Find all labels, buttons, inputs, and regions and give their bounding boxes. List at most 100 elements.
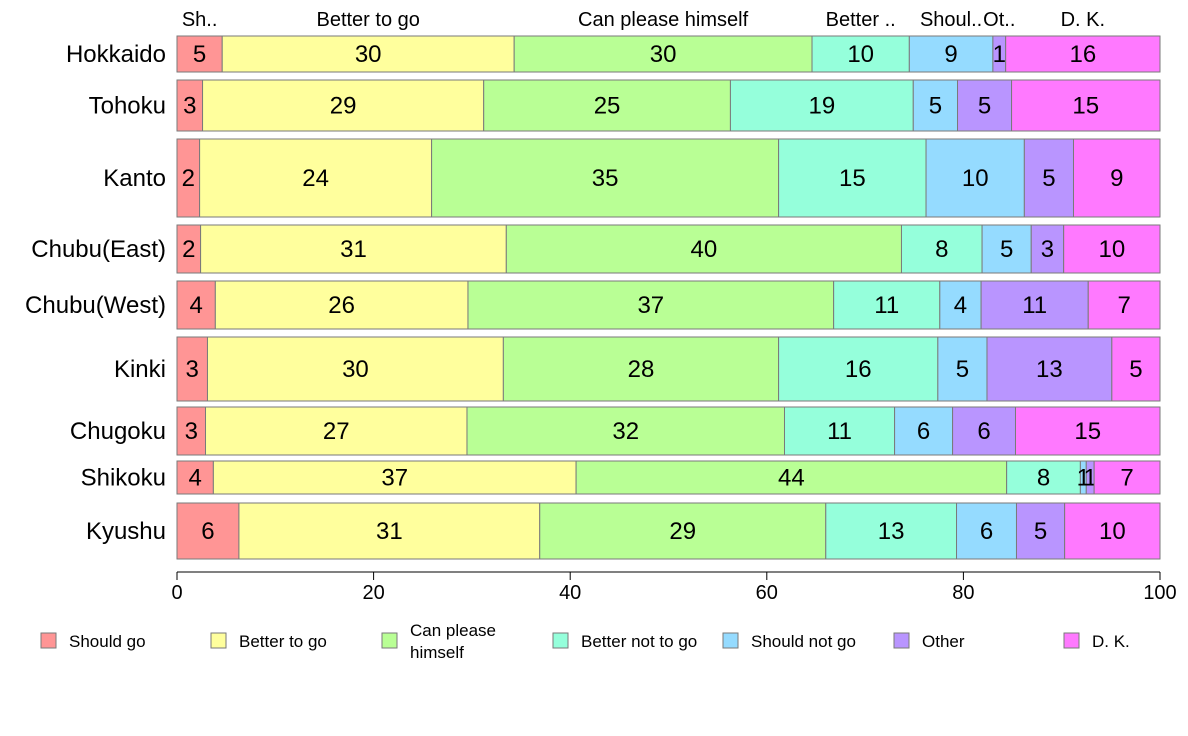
data-label-chubu-west-better-to-go: 26 xyxy=(328,292,355,319)
data-label-hokkaido-can-please-himself: 30 xyxy=(650,41,677,68)
bar-segment-kyushu-can-please-himself xyxy=(539,502,827,560)
row-label-chugoku: Chugoku xyxy=(70,418,166,445)
row-label-kinki: Kinki xyxy=(114,356,166,383)
bar-segment-kanto-d-k xyxy=(1072,138,1161,218)
bar-segment-shikoku-better-not-to-go xyxy=(1006,460,1081,495)
bar-segment-tohoku-other xyxy=(957,79,1013,132)
row-label-hokkaido: Hokkaido xyxy=(66,41,166,68)
row-label-kanto: Kanto xyxy=(103,165,166,192)
data-label-chubu-west-d-k: 7 xyxy=(1117,292,1130,319)
bar-segment-tohoku-better-not-to-go xyxy=(729,79,914,132)
column-labels-group: Sh.. Better to go Can please himself Better… xyxy=(182,9,1105,31)
data-label-kyushu-d-k: 10 xyxy=(1099,518,1126,545)
legend-label-can-please-himself-line-1: Can please xyxy=(410,621,496,640)
data-label-kanto-d-k: 9 xyxy=(1110,165,1123,192)
row-label-chubu-east: Chubu(East) xyxy=(31,236,166,263)
data-label-chubu-east-d-k: 10 xyxy=(1098,236,1125,263)
data-label-chubu-west-should-go: 4 xyxy=(189,292,202,319)
data-label-tohoku-should-not-go: 5 xyxy=(929,93,942,120)
data-label-kinki-better-not-to-go: 16 xyxy=(845,356,872,383)
data-label-chubu-east-other: 3 xyxy=(1041,236,1054,263)
x-tick-label-0: 0 xyxy=(171,582,182,604)
data-label-chugoku-better-to-go: 27 xyxy=(323,418,350,445)
bars-group: 5 30 30 10 9 1 163 29 25 19 5 5 152 24 35 15 10 5 92 31 40 8 5… xyxy=(176,35,1161,560)
bar-segment-shikoku-better-to-go xyxy=(212,460,577,495)
data-label-tohoku-should-go: 3 xyxy=(183,93,196,120)
column-label-better-not-to-go: Better .. xyxy=(826,9,896,31)
legend-swatch-other xyxy=(893,632,910,649)
bar-segment-hokkaido-can-please-himself xyxy=(513,35,813,73)
legend-label-better-not-to-go: Better not to go xyxy=(581,632,697,651)
bar-segment-kanto-should-not-go xyxy=(925,138,1025,218)
data-label-kanto-other: 5 xyxy=(1042,165,1055,192)
column-label-should-not-go: Shoul.. xyxy=(920,9,982,31)
x-tick-label-100: 100 xyxy=(1143,582,1176,604)
data-label-kyushu-should-not-go: 6 xyxy=(980,518,993,545)
legend-label-other: Other xyxy=(922,632,965,651)
data-label-chubu-west-can-please-himself: 37 xyxy=(637,292,664,319)
data-label-chugoku-d-k: 15 xyxy=(1074,418,1101,445)
data-label-shikoku-should-go: 4 xyxy=(189,465,202,492)
bar-segment-chubu-west-should-not-go xyxy=(939,280,982,330)
bar-segment-chubu-west-better-to-go xyxy=(214,280,469,330)
data-label-kinki-can-please-himself: 28 xyxy=(628,356,655,383)
bar-segment-kyushu-better-to-go xyxy=(238,502,541,560)
bar-segment-hokkaido-should-not-go xyxy=(908,35,994,73)
data-label-chubu-west-should-not-go: 4 xyxy=(954,292,967,319)
data-label-hokkaido-should-not-go: 9 xyxy=(944,41,957,68)
data-label-chugoku-should-not-go: 6 xyxy=(917,418,930,445)
row-labels-group: Hokkaido Tohoku Kanto Chubu(East) Chubu(West… xyxy=(25,41,166,545)
data-label-chugoku-can-please-himself: 32 xyxy=(612,418,639,445)
bar-segment-kinki-other xyxy=(986,336,1113,402)
row-label-chubu-west: Chubu(West) xyxy=(25,292,166,319)
data-label-chugoku-should-go: 3 xyxy=(185,418,198,445)
data-label-shikoku-d-k: 7 xyxy=(1120,465,1133,492)
bar-segment-tohoku-better-to-go xyxy=(202,79,485,132)
data-label-hokkaido-better-to-go: 30 xyxy=(355,41,382,68)
bar-segment-kinki-should-go xyxy=(176,336,208,402)
legend-label-can-please-himself-line-2: himself xyxy=(410,643,464,662)
data-label-kyushu-better-not-to-go: 13 xyxy=(878,518,905,545)
x-tick-label-80: 80 xyxy=(952,582,974,604)
data-label-kyushu-can-please-himself: 29 xyxy=(669,518,696,545)
bar-segment-chugoku-other xyxy=(952,406,1016,456)
data-label-shikoku-better-not-to-go: 8 xyxy=(1037,465,1050,492)
bar-segment-chugoku-better-not-to-go xyxy=(783,406,896,456)
legend: Should go Better to go Can please himself Be… xyxy=(40,621,1130,662)
bar-segment-chugoku-d-k xyxy=(1014,406,1161,456)
data-label-hokkaido-better-not-to-go: 10 xyxy=(847,41,874,68)
legend-swatch-better-to-go xyxy=(210,632,227,649)
data-label-chubu-west-other: 11 xyxy=(1022,292,1047,319)
row-label-kyushu: Kyushu xyxy=(86,518,166,545)
bar-segment-chubu-east-other xyxy=(1030,224,1065,274)
data-label-hokkaido-should-go: 5 xyxy=(193,41,206,68)
column-label-can-please-himself: Can please himself xyxy=(578,9,749,31)
data-label-kinki-should-not-go: 5 xyxy=(956,356,969,383)
data-label-kinki-d-k: 5 xyxy=(1129,356,1142,383)
bar-segment-kanto-other xyxy=(1023,138,1074,218)
column-label-better-to-go: Better to go xyxy=(316,9,419,31)
data-label-chugoku-other: 6 xyxy=(977,418,990,445)
data-label-chubu-east-should-not-go: 5 xyxy=(1000,236,1013,263)
bar-segment-chubu-east-should-not-go xyxy=(981,224,1032,274)
data-label-kyushu-better-to-go: 31 xyxy=(376,518,403,545)
data-label-shikoku-better-to-go: 37 xyxy=(381,465,408,492)
legend-label-should-go: Should go xyxy=(69,632,146,651)
data-label-tohoku-can-please-himself: 25 xyxy=(594,93,621,120)
data-label-kyushu-should-go: 6 xyxy=(201,518,214,545)
data-label-chubu-east-can-please-himself: 40 xyxy=(691,236,718,263)
bar-segment-chubu-west-can-please-himself xyxy=(467,280,835,330)
row-label-tohoku: Tohoku xyxy=(89,93,166,120)
bar-segment-shikoku-should-go xyxy=(176,460,214,495)
column-label-d-k: D. K. xyxy=(1061,9,1105,31)
bar-segment-chubu-east-d-k xyxy=(1063,224,1161,274)
data-label-hokkaido-d-k: 16 xyxy=(1069,41,1096,68)
data-label-tohoku-better-to-go: 29 xyxy=(330,93,357,120)
bar-segment-chugoku-should-go xyxy=(176,406,207,456)
data-label-chubu-east-better-to-go: 31 xyxy=(340,236,367,263)
data-label-kanto-better-not-to-go: 15 xyxy=(839,165,866,192)
bar-segment-chubu-west-d-k xyxy=(1087,280,1161,330)
data-label-kanto-should-go: 2 xyxy=(182,165,195,192)
x-tick-label-20: 20 xyxy=(362,582,384,604)
data-label-kanto-better-to-go: 24 xyxy=(302,165,329,192)
